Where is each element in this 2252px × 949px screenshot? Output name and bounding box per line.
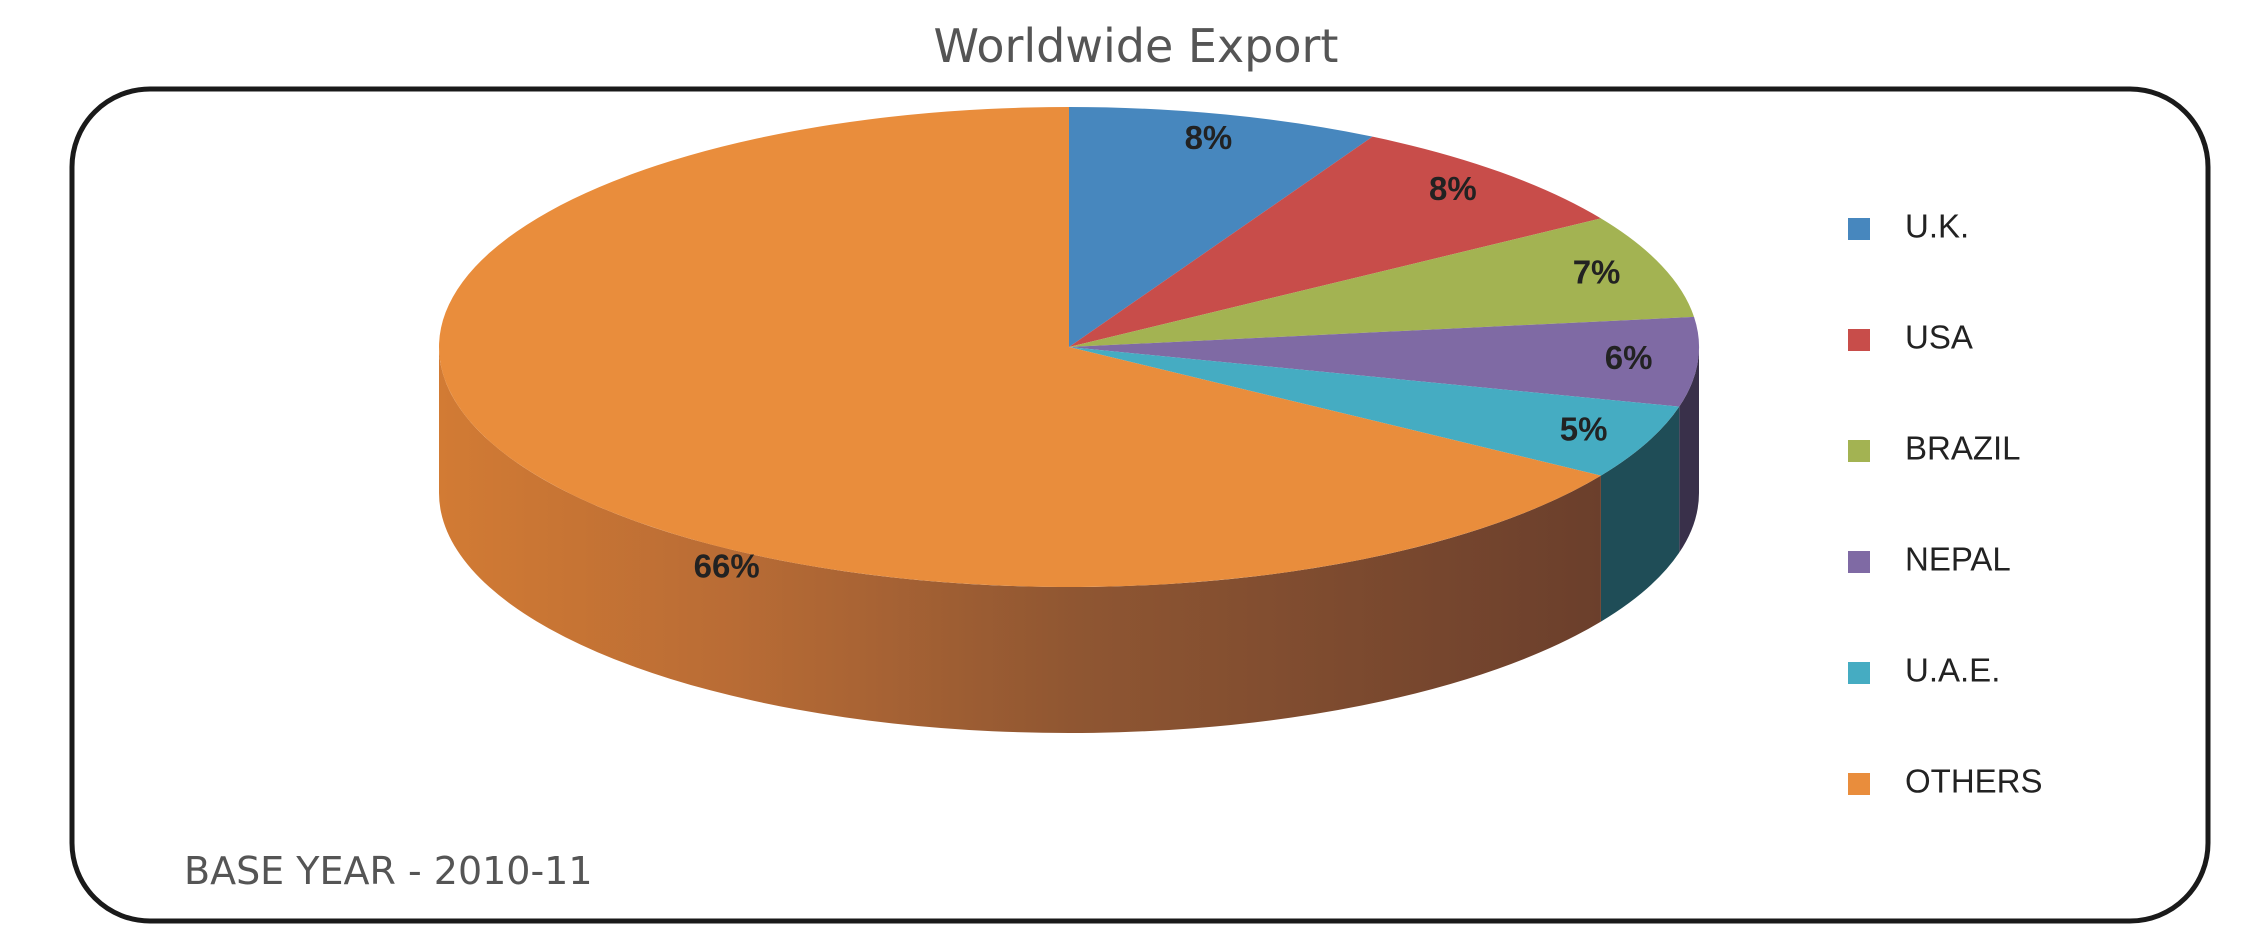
legend-swatch-others (1848, 773, 1870, 795)
pie-label-usa: 8% (1429, 170, 1477, 207)
pie-slice-brazil (1069, 218, 1695, 347)
pie-slice-usa (1069, 136, 1601, 347)
legend-swatch-usa (1848, 329, 1870, 351)
legend-label-u-a-e: U.A.E. (1905, 652, 2000, 689)
slice-labels: 8% 8% 7% 6% 5% 66% (694, 119, 1653, 585)
pie-label-u-a-e: 5% (1560, 411, 1608, 448)
pie-side-u-a-e (1600, 406, 1680, 622)
legend-label-usa: USA (1905, 319, 1973, 356)
legend-swatch-u-k (1848, 218, 1870, 240)
legend-label-brazil: BRAZIL (1905, 430, 2021, 467)
legend-swatch-brazil (1848, 440, 1870, 462)
pie-label-u-k: 8% (1185, 119, 1233, 156)
legend: U.K. USA BRAZIL NEPAL U.A.E. OTHERS (1848, 208, 2043, 800)
legend-label-others: OTHERS (1905, 763, 2043, 800)
legend-swatch-nepal (1848, 551, 1870, 573)
legend-label-nepal: NEPAL (1905, 541, 2011, 578)
chart-title: Worldwide Export (934, 19, 1339, 73)
legend-label-u-k: U.K. (1905, 208, 1969, 245)
pie-side-others (439, 347, 1601, 733)
pie-label-others: 66% (694, 547, 760, 584)
pie-group (439, 107, 1700, 733)
base-year-note: BASE YEAR - 2010-11 (184, 849, 593, 893)
pie-slice-others (439, 107, 1601, 587)
legend-swatch-u-a-e (1848, 662, 1870, 684)
pie-label-brazil: 7% (1573, 253, 1621, 290)
pie-side-nepal (1679, 347, 1700, 553)
pie-slice-u-k (1069, 107, 1373, 347)
pie-label-nepal: 6% (1605, 339, 1653, 376)
pie-slice-nepal (1069, 316, 1699, 407)
pie-slice-u-a-e (1069, 347, 1680, 476)
